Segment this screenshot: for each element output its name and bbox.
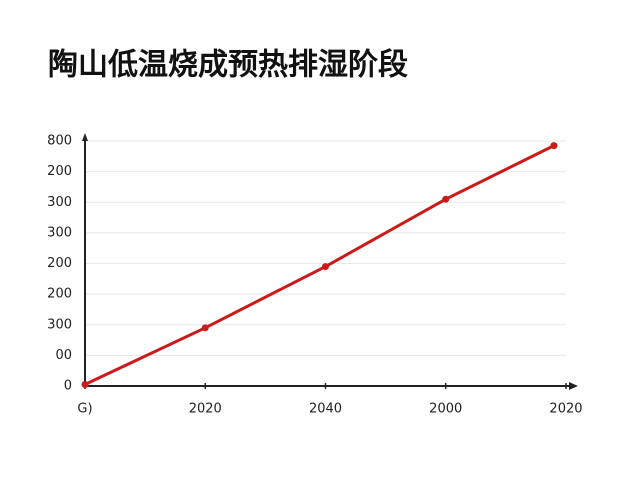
chart-title: 陶山低温烧成预热排湿阶段 (48, 48, 408, 83)
y-tick-label: 200 (47, 256, 72, 271)
point (81, 380, 89, 388)
line (84, 144, 555, 386)
point (321, 263, 329, 271)
x-tick-label: 2020 (549, 402, 582, 417)
y-tick-label: 0 (64, 379, 72, 394)
x-tick-label: 2000 (429, 402, 462, 417)
y-tick-label: 800 (47, 134, 72, 149)
x-tick-label: 2020 (189, 402, 222, 417)
point (550, 142, 558, 150)
point (442, 195, 450, 203)
point (201, 324, 209, 332)
y-tick-label: 300 (47, 195, 72, 210)
x-tick-label: G) (77, 402, 92, 417)
y-tick-label: 300 (47, 317, 72, 332)
x-axis-arrow (569, 382, 578, 390)
y-tick-label: 00 (55, 348, 72, 363)
y-tick-label: 300 (47, 225, 72, 240)
y-axis-arrow (82, 133, 88, 141)
y-tick-label: 200 (47, 164, 72, 179)
x-tick-label: 2040 (309, 402, 342, 417)
y-tick-label: 200 (47, 287, 72, 302)
